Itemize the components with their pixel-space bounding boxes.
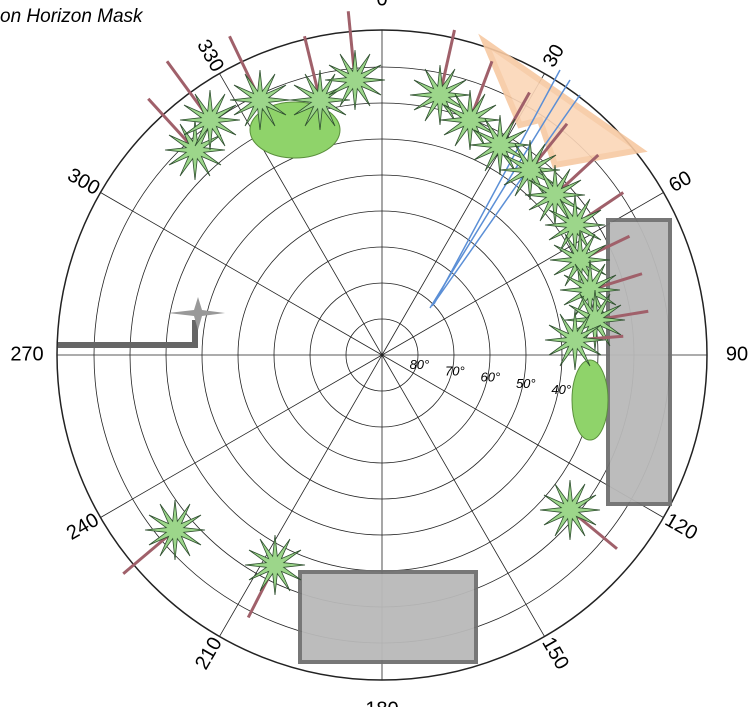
foliage xyxy=(549,229,611,291)
elevation-label: 40° xyxy=(551,382,571,397)
tree xyxy=(544,191,625,256)
elevation-label: 50° xyxy=(516,376,536,391)
building-block xyxy=(298,570,478,664)
obstacles xyxy=(58,11,672,664)
azimuth-label: 210 xyxy=(191,633,227,673)
azimuth-label: 330 xyxy=(192,36,228,76)
spoke xyxy=(219,354,383,637)
foliage xyxy=(544,309,606,371)
foliage xyxy=(539,479,601,541)
azimuth-label: 150 xyxy=(537,633,573,673)
spoke xyxy=(100,354,383,518)
azimuth-label: 300 xyxy=(64,164,104,200)
compass-marker xyxy=(168,297,225,330)
tree xyxy=(165,60,241,151)
foliage xyxy=(229,69,291,131)
tree xyxy=(539,479,618,550)
foliage xyxy=(244,534,306,596)
tree xyxy=(544,309,624,371)
trees xyxy=(122,11,649,619)
azimuth-label: 60 xyxy=(665,167,695,197)
tree xyxy=(324,11,386,111)
shrub xyxy=(249,101,341,159)
tree xyxy=(409,29,471,126)
tree xyxy=(289,35,351,131)
azimuth-label: 240 xyxy=(63,509,103,545)
foliage xyxy=(324,49,386,111)
trunk xyxy=(303,35,322,101)
foliage xyxy=(179,89,241,151)
sun-path-lines xyxy=(429,69,581,309)
foliage xyxy=(544,194,606,256)
shrub xyxy=(571,359,609,441)
tree xyxy=(564,289,649,351)
spoke xyxy=(381,354,545,637)
trunk xyxy=(147,97,197,152)
elevation-label: 70° xyxy=(445,363,465,378)
wall xyxy=(58,320,198,348)
azimuth-label: 120 xyxy=(661,509,701,545)
foliage xyxy=(564,289,626,351)
foliage xyxy=(289,69,351,131)
tree xyxy=(228,35,291,131)
elevation-label: 60° xyxy=(480,370,500,385)
azimuth-label: 30 xyxy=(539,41,569,71)
foliage xyxy=(144,499,206,561)
title: on Horizon Mask xyxy=(0,6,144,27)
azimuth-label: 180 xyxy=(365,698,398,707)
tree xyxy=(122,499,206,575)
spoke xyxy=(100,192,383,356)
tree xyxy=(244,534,306,619)
azimuth-label: 0 xyxy=(376,0,387,10)
elevation-label: 80° xyxy=(410,357,430,372)
building-block xyxy=(606,218,672,506)
azimuth-label: 90 xyxy=(726,343,748,365)
spoke xyxy=(219,73,383,356)
azimuth-label: 270 xyxy=(10,343,43,365)
